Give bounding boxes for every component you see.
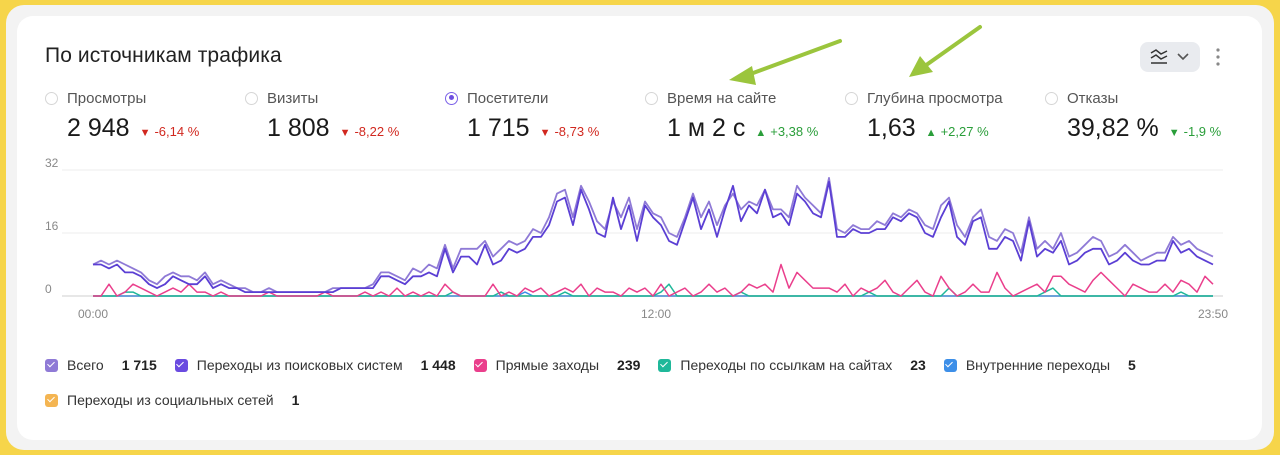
legend-item-1[interactable]: Переходы из поисковых систем 1 448: [174, 357, 456, 373]
legend-row: Переходы из социальных сетей 1: [45, 390, 1235, 410]
metric-label: Визиты: [267, 89, 319, 107]
x-tick-label: 12:00: [641, 307, 671, 321]
legend-label: Переходы по ссылкам на сайтах: [680, 357, 893, 373]
chevron-down-icon: [1177, 53, 1189, 61]
metric-delta: ▼ -6,14 %: [139, 124, 200, 139]
metric-radio[interactable]: [845, 91, 858, 105]
metric-label: Просмотры: [67, 89, 147, 107]
legend-label: Переходы из поисковых систем: [196, 357, 403, 373]
legend-checkbox[interactable]: [174, 358, 188, 372]
legend-value: 239: [617, 357, 641, 373]
metric-0[interactable]: Просмотры 2 948 ▼ -6,14 %: [45, 88, 199, 143]
metric-label: Посетители: [467, 89, 549, 107]
legend-value: 1 448: [420, 357, 456, 373]
metric-4[interactable]: Глубина просмотра 1,63 ▲ +2,27 %: [845, 88, 1003, 143]
metric-delta: ▲ +3,38 %: [755, 124, 819, 139]
metric-delta: ▲ +2,27 %: [925, 124, 989, 139]
legend-item-0[interactable]: Всего 1 715: [45, 357, 157, 373]
legend-label: Всего: [67, 357, 104, 373]
metric-value: 1 715: [467, 114, 530, 142]
legend-value: 23: [910, 357, 926, 373]
x-tick-label: 23:50: [1198, 307, 1228, 321]
metric-delta: ▼ -8,73 %: [539, 124, 600, 139]
series-line-3: [93, 283, 1213, 297]
legend-row: Всего 1 715 Переходы из поисковых систем 1 …: [45, 355, 1235, 375]
annotation-arrow-depth: [909, 25, 982, 77]
metric-delta: ▼ -1,9 %: [1168, 124, 1222, 139]
legend-item-4[interactable]: Внутренние переходы 5: [943, 357, 1136, 373]
metric-radio[interactable]: [445, 91, 458, 105]
metric-label: Глубина просмотра: [867, 89, 1003, 107]
legend-checkbox[interactable]: [45, 393, 58, 407]
legend-item-5[interactable]: Переходы из социальных сетей 1: [45, 392, 299, 408]
legend-value: 1 715: [121, 357, 157, 373]
traffic-line-chart: 0 16 32 00:00 12:00 23:50: [45, 156, 1228, 321]
metric-value: 2 948: [67, 114, 130, 142]
legend-value: 5: [1128, 357, 1136, 373]
legend-item-3[interactable]: Переходы по ссылкам на сайтах 23: [658, 357, 926, 373]
triangle-down-icon: ▼: [539, 127, 551, 139]
metric-label: Время на сайте: [667, 89, 777, 107]
annotation-arrow-time: [729, 39, 842, 85]
metric-radio[interactable]: [645, 91, 658, 105]
series-line-2: [93, 263, 1214, 297]
legend-item-2[interactable]: Прямые заходы 239: [473, 357, 641, 373]
legend-label: Прямые заходы: [495, 357, 600, 373]
series-line-1: [93, 180, 1214, 294]
triangle-down-icon: ▼: [339, 127, 351, 139]
more-vertical-icon[interactable]: [1213, 47, 1223, 67]
metric-3[interactable]: Время на сайте 1 м 2 с ▲ +3,38 %: [645, 88, 818, 143]
card-title: По источникам трафика: [45, 44, 282, 67]
legend-checkbox[interactable]: [943, 358, 957, 372]
triangle-down-icon: ▼: [1168, 127, 1180, 139]
y-tick-label: 32: [45, 156, 59, 170]
legend-label: Переходы из социальных сетей: [67, 392, 274, 408]
legend-label: Внутренние переходы: [965, 357, 1111, 373]
metric-value: 1 м 2 с: [667, 114, 746, 142]
triangle-down-icon: ▼: [139, 127, 151, 139]
metric-label: Отказы: [1067, 89, 1119, 107]
triangle-up-icon: ▲: [755, 127, 767, 139]
x-tick-label: 00:00: [78, 307, 108, 321]
y-tick-label: 16: [45, 219, 59, 233]
series-line-0: [92, 176, 1214, 294]
metric-radio[interactable]: [45, 91, 58, 105]
metric-5[interactable]: Отказы 39,82 % ▼ -1,9 %: [1045, 88, 1221, 143]
legend-checkbox[interactable]: [45, 358, 58, 372]
triangle-up-icon: ▲: [925, 127, 937, 139]
metric-value: 1,63: [867, 114, 916, 142]
metric-value: 39,82 %: [1067, 114, 1159, 142]
chart-settings-button[interactable]: [1140, 42, 1200, 72]
chart-legend: Всего 1 715 Переходы из поисковых систем 1 …: [45, 355, 1235, 425]
metric-delta: ▼ -8,22 %: [339, 124, 400, 139]
legend-value: 1: [291, 392, 300, 408]
legend-checkbox[interactable]: [658, 358, 672, 372]
chart-lines-icon: [1150, 49, 1168, 64]
legend-checkbox[interactable]: [473, 358, 487, 372]
metric-2[interactable]: Посетители 1 715 ▼ -8,73 %: [445, 88, 599, 143]
metric-radio[interactable]: [1045, 91, 1058, 105]
y-tick-label: 0: [45, 282, 52, 296]
metric-radio[interactable]: [245, 91, 258, 105]
metric-value: 1 808: [267, 114, 330, 142]
metric-1[interactable]: Визиты 1 808 ▼ -8,22 %: [245, 88, 399, 143]
